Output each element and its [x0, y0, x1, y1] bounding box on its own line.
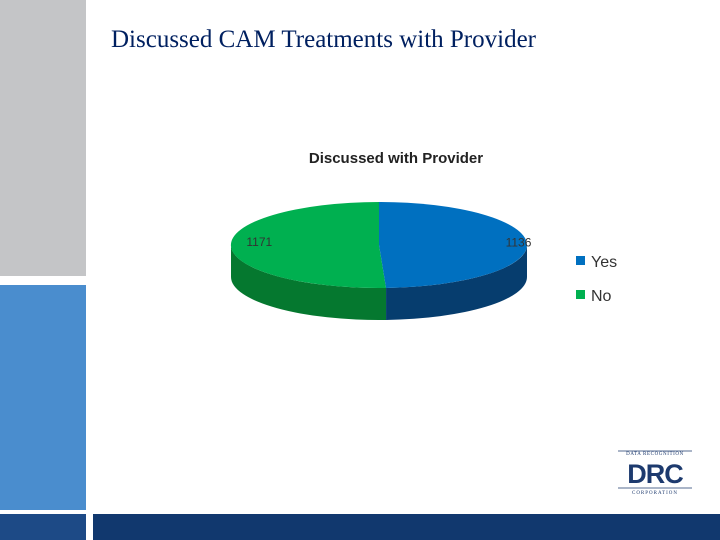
pie-chart: Discussed with Provider 1136 1171 Yes No — [230, 150, 617, 320]
pie-side-no — [231, 245, 387, 320]
sidebar-footer-block — [0, 514, 86, 540]
sidebar-gray-block — [0, 0, 86, 276]
logo-bottom-text: CORPORATION — [632, 491, 678, 496]
pie-side-yes — [386, 245, 527, 320]
slide-title: Discussed CAM Treatments with Provider — [111, 26, 536, 53]
data-label-yes: 1136 — [506, 235, 532, 249]
chart-title: Discussed with Provider — [309, 150, 483, 167]
footer-bar — [93, 514, 720, 540]
logo-mark: DRC — [627, 459, 683, 489]
legend: Yes No — [576, 254, 617, 305]
legend-swatch-yes — [576, 256, 585, 265]
sidebar-blue-block — [0, 285, 86, 510]
data-label-no: 1171 — [246, 235, 272, 249]
legend-label-no: No — [591, 288, 612, 305]
pie-slice-yes — [379, 202, 527, 288]
drc-logo: DATA RECOGNITION DRC CORPORATION — [618, 450, 692, 496]
pie-slice-no — [230, 202, 387, 288]
logo-top-text: DATA RECOGNITION — [626, 452, 684, 457]
legend-label-yes: Yes — [591, 254, 617, 271]
legend-swatch-no — [576, 290, 585, 299]
